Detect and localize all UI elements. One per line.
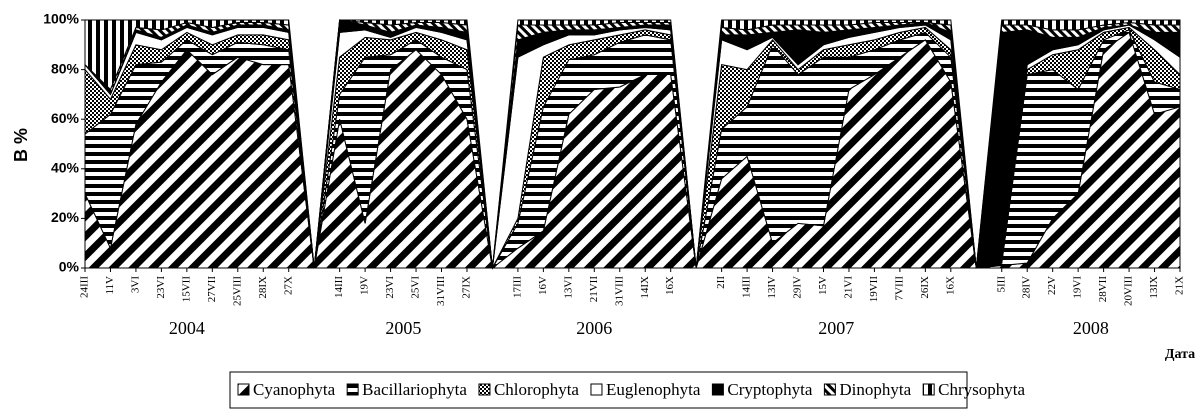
x-tick-label: 14III — [741, 276, 753, 298]
legend-swatch — [922, 383, 935, 396]
legend-swatch — [346, 383, 359, 396]
y-axis-label: B % — [11, 128, 31, 162]
x-tick-label: 14IX — [639, 276, 651, 299]
legend-label: Euglenophyta — [606, 380, 701, 399]
legend-label: Bacillariophyta — [362, 380, 467, 399]
x-tick-label: 19V — [359, 276, 371, 295]
x-tick-label: 28IX — [257, 276, 269, 299]
x-tick-label: 31VIII — [435, 276, 447, 306]
x-tick-label: 11V — [104, 276, 116, 295]
x-tick-label: 14III — [333, 276, 345, 298]
y-tick-label: 20% — [51, 209, 80, 225]
legend-label: Chlorophyta — [494, 380, 579, 399]
legend-swatch — [823, 383, 836, 396]
x-tick-label: 28IV — [1021, 276, 1033, 299]
x-axis-label: Дата — [1165, 347, 1195, 362]
legend-label: Cryptophyta — [727, 380, 812, 399]
x-tick-label: 23VI — [155, 276, 167, 299]
x-tick-label: 13IV — [766, 276, 778, 299]
x-tick-label: 22V — [1046, 276, 1058, 295]
year-label: 2008 — [1073, 318, 1109, 338]
y-tick-label: 40% — [51, 160, 80, 176]
x-tick-label: 3VI — [129, 276, 141, 293]
x-tick-label: 27IX — [461, 276, 473, 299]
legend-label: Chrysophyta — [938, 380, 1025, 399]
y-tick-label: 80% — [51, 60, 80, 76]
x-tick-label: 16V — [537, 276, 549, 295]
x-tick-label: 13VI — [562, 276, 574, 299]
legend-swatch — [711, 383, 724, 396]
x-tick-label: 2II — [715, 276, 727, 289]
x-tick-label: 17III — [511, 276, 523, 298]
y-tick-label: 60% — [51, 110, 80, 126]
x-tick-label: 19VI — [1072, 276, 1084, 299]
area — [84, 19, 1181, 269]
x-tick-label: 27VII — [206, 276, 218, 303]
year-label: 2006 — [576, 318, 612, 338]
legend-swatch — [237, 383, 250, 396]
x-tick-label: 23VI — [384, 276, 396, 299]
legend-swatch — [590, 383, 603, 396]
x-tick-label: 24III — [79, 276, 91, 298]
x-tick-label: 21VI — [842, 276, 854, 299]
x-tick-label: 21X — [1174, 276, 1186, 295]
year-label: 2004 — [169, 318, 205, 338]
x-tick-label: 16X — [944, 276, 956, 295]
x-tick-label: 15V — [817, 276, 829, 295]
year-label: 2007 — [818, 318, 854, 338]
x-tick-label: 25VI — [410, 276, 422, 299]
x-tick-label: 13IX — [1148, 276, 1160, 299]
x-tick-label: 19VII — [868, 276, 880, 303]
x-tick-label: 28VII — [1097, 276, 1109, 303]
x-tick-label: 26IX — [919, 276, 931, 299]
x-tick-label: 15VII — [180, 276, 192, 303]
x-tick-label: 16X — [664, 276, 676, 295]
x-tick-label: 5III — [995, 276, 1007, 293]
legend-label: Dinophyta — [839, 380, 911, 399]
legend-label: Cyanophyta — [253, 380, 336, 399]
x-tick-label: 29IV — [792, 276, 804, 299]
x-tick-label: 25VIII — [231, 276, 243, 306]
x-tick-label: 20VIII — [1123, 276, 1135, 306]
year-label: 2005 — [385, 318, 421, 338]
legend-swatch — [478, 383, 491, 396]
y-tick-label: 0% — [59, 259, 80, 275]
x-tick-label: 7VIII — [893, 276, 905, 301]
x-tick-label: 31VIII — [613, 276, 625, 306]
x-tick-label: 21VII — [588, 276, 600, 303]
y-tick-label: 100% — [43, 11, 79, 27]
x-tick-label: 27X — [282, 276, 294, 295]
